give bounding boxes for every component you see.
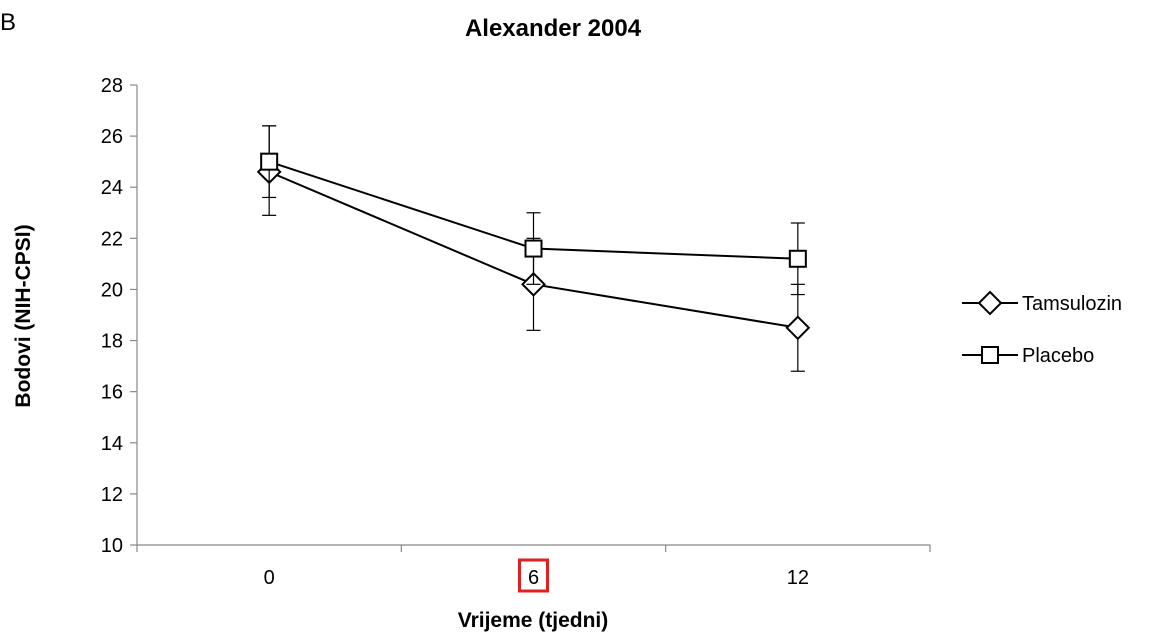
square-marker xyxy=(260,152,279,171)
x-tick-label: 6 xyxy=(528,567,539,589)
y-tick-label: 26 xyxy=(101,126,123,148)
y-tick-label: 18 xyxy=(101,331,123,353)
x-tick-label: 12 xyxy=(787,567,809,589)
legend-label: Placebo xyxy=(1022,345,1094,367)
y-tick-label: 28 xyxy=(101,75,123,97)
square-marker xyxy=(788,249,807,268)
highlight-box xyxy=(518,558,549,593)
y-tick-label: 16 xyxy=(101,382,123,404)
legend: Tamsulozin Placebo xyxy=(962,290,1122,367)
axes: 10 12 14 16 18 20 22 24 26 28 0 6 12 xyxy=(101,75,931,593)
y-tick-label: 14 xyxy=(101,433,123,455)
panel-label: B xyxy=(0,9,16,36)
series-layer xyxy=(256,125,811,372)
y-axis-title: Bodovi (NIH-CPSI) xyxy=(12,224,35,407)
y-tick-label: 12 xyxy=(101,484,123,506)
y-tick-label: 20 xyxy=(101,279,123,301)
series-placebo xyxy=(260,125,807,296)
chart-title: Alexander 2004 xyxy=(465,15,642,42)
x-tick-label: 0 xyxy=(264,567,275,589)
legend-item-tamsulozin: Tamsulozin xyxy=(962,290,1122,316)
y-tick-label: 22 xyxy=(101,228,123,250)
legend-label: Tamsulozin xyxy=(1022,293,1122,315)
y-tick-label: 24 xyxy=(101,177,123,199)
square-marker xyxy=(524,239,543,258)
square-marker xyxy=(981,346,999,364)
diamond-marker xyxy=(785,315,811,341)
x-axis-title: Vrijeme (tjedni) xyxy=(458,609,609,632)
y-tick-label: 10 xyxy=(101,535,123,557)
legend-item-placebo: Placebo xyxy=(962,345,1094,367)
diamond-marker xyxy=(977,290,1003,316)
